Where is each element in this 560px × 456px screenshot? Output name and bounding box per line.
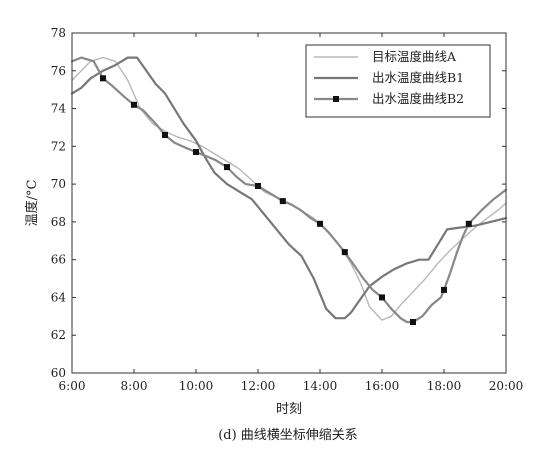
x-tick-label: 6:00 [59, 379, 86, 393]
y-tick-label: 72 [51, 139, 66, 153]
series-marker-outlet-b2 [280, 198, 286, 204]
y-tick-label: 66 [51, 253, 66, 267]
series-marker-outlet-b2 [162, 132, 168, 138]
y-tick-label: 62 [51, 328, 66, 342]
legend-marker-square [333, 96, 339, 102]
series-marker-outlet-b2 [466, 221, 472, 227]
x-tick-label: 20:00 [489, 379, 524, 393]
y-tick-labels: 60 62 64 66 68 70 72 74 76 78 [51, 26, 67, 380]
y-tick-label: 70 [51, 177, 66, 191]
legend-label-outlet-b2: 出水温度曲线B2 [372, 91, 464, 106]
y-tick-label: 74 [51, 102, 67, 116]
x-tick-label: 18:00 [427, 379, 462, 393]
x-tick-label: 14:00 [303, 379, 338, 393]
series-marker-outlet-b2 [224, 164, 230, 170]
y-tick-label: 64 [51, 290, 67, 304]
y-tick-label: 60 [51, 366, 66, 380]
x-tick-label: 10:00 [179, 379, 214, 393]
series-marker-outlet-b2 [342, 249, 348, 255]
y-tick-label: 78 [51, 26, 66, 40]
y-tick-label: 76 [51, 64, 66, 78]
x-tick-labels: 6:00 8:00 10:00 12:00 14:00 16:00 18:00 20:00 [59, 379, 524, 393]
series-marker-outlet-b2 [255, 183, 261, 189]
figure-caption: (d) 曲线横坐标伸缩关系 [218, 427, 358, 443]
series-marker-outlet-b2 [379, 294, 385, 300]
x-tick-label: 8:00 [121, 379, 148, 393]
legend: 目标温度曲线A 出水温度曲线B1 出水温度曲线B2 [306, 45, 490, 117]
y-axis-title: 温度/°C [24, 180, 40, 227]
legend-label-outlet-b1: 出水温度曲线B1 [372, 70, 464, 85]
legend-label-target-a: 目标温度曲线A [372, 49, 457, 64]
x-tick-label: 12:00 [241, 379, 276, 393]
series-marker-outlet-b2 [131, 102, 137, 108]
x-tick-label: 16:00 [365, 379, 400, 393]
series-marker-outlet-b2 [410, 319, 416, 325]
y-tick-label: 68 [51, 215, 66, 229]
x-axis-title: 时刻 [276, 402, 302, 417]
series-marker-outlet-b2 [193, 149, 199, 155]
series-marker-outlet-b2 [441, 287, 447, 293]
series-marker-outlet-b2 [100, 75, 106, 81]
series-marker-outlet-b2 [317, 221, 323, 227]
